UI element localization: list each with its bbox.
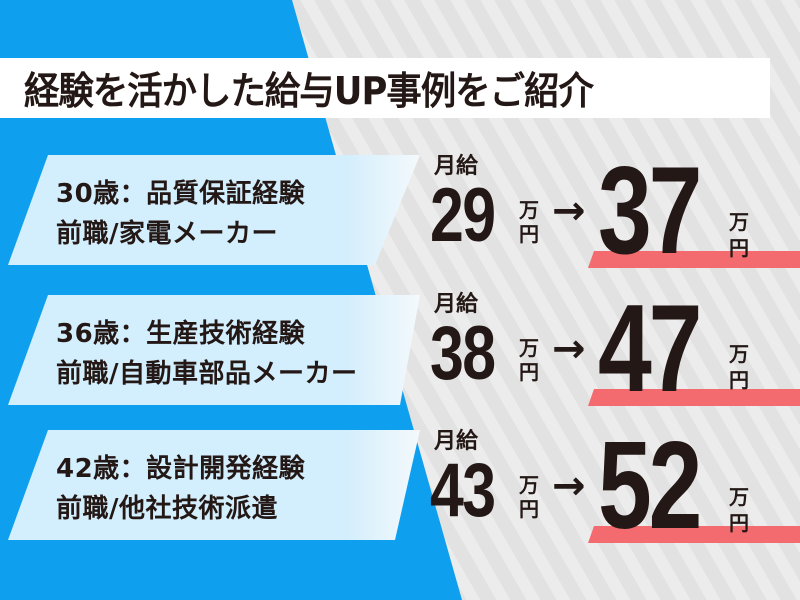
salary-after: 37 — [598, 142, 702, 280]
unit-yen: 円 — [519, 497, 539, 521]
title-bar — [0, 58, 770, 118]
case-card-3: 42歳：設計開発経験 前職/他社技術派遣 — [8, 430, 420, 540]
salary-before: 29 — [430, 173, 496, 258]
arrow-right-icon: → — [552, 326, 586, 372]
case-profile: 36歳：生産技術経験 — [56, 319, 306, 349]
highlight-bar — [588, 389, 800, 406]
unit-yen: 円 — [519, 222, 539, 246]
unit-man: 万 — [519, 336, 539, 360]
case-card-1: 30歳：品質保証経験 前職/家電メーカー — [8, 155, 420, 265]
case-profile: 30歳：品質保証経験 — [56, 179, 306, 209]
arrow-right-icon: → — [552, 463, 586, 509]
unit-man: 万 — [729, 210, 749, 234]
case-previous-job: 前職/自動車部品メーカー — [56, 359, 358, 389]
salary-row-2: 月給 38 万 円 → 47 万 円 — [0, 280, 800, 423]
salary-row-3: 月給 43 万 円 → 52 万 円 — [0, 417, 800, 560]
salary-row-1: 月給 29 万 円 → 37 万 円 — [0, 142, 800, 285]
unit-man: 万 — [519, 473, 539, 497]
monthly-salary-label: 月給 — [434, 429, 479, 454]
unit-yen: 円 — [729, 236, 749, 260]
case-profile: 42歳：設計開発経験 — [56, 454, 306, 484]
monthly-salary-label: 月給 — [434, 292, 479, 317]
unit-yen: 円 — [519, 360, 539, 384]
highlight-bar — [588, 251, 800, 268]
unit-yen: 円 — [729, 368, 749, 392]
salary-after: 47 — [598, 280, 702, 418]
highlight-bar — [588, 526, 800, 543]
case-card-2: 36歳：生産技術経験 前職/自動車部品メーカー — [8, 295, 420, 405]
unit-man: 万 — [729, 485, 749, 509]
salary-after: 52 — [598, 417, 702, 555]
unit-man: 万 — [729, 342, 749, 366]
arrow-right-icon: → — [552, 188, 586, 234]
unit-yen: 円 — [729, 511, 749, 535]
salary-before: 38 — [430, 311, 496, 396]
page-title: 経験を活かした給与UP事例をご紹介 — [24, 69, 594, 113]
monthly-salary-label: 月給 — [434, 154, 479, 179]
salary-before: 43 — [430, 448, 496, 533]
case-previous-job: 前職/他社技術派遣 — [56, 494, 278, 524]
case-previous-job: 前職/家電メーカー — [56, 219, 278, 249]
unit-man: 万 — [519, 198, 539, 222]
